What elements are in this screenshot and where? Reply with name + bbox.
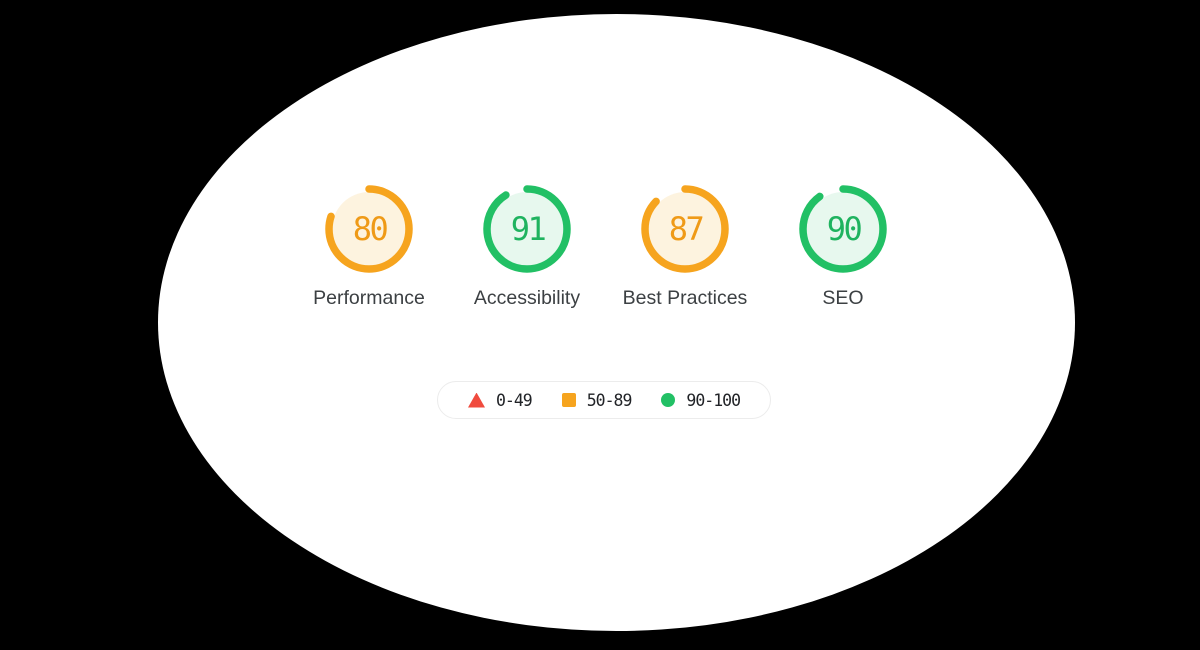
best-practices-gauge-dial: 87 — [641, 185, 729, 273]
score-value: 87 — [668, 210, 705, 248]
score-scale-legend: 0-49 50-89 90-100 — [437, 381, 772, 419]
legend-item-fail: 0-49 — [468, 390, 533, 410]
gauge-arc-svg — [641, 185, 729, 273]
gauge-label-accessibility: Accessibility — [473, 287, 581, 309]
seo-gauge-dial: 90 — [799, 185, 887, 273]
gauge-score-arc — [325, 185, 413, 273]
legend-label-pass: 90-100 — [686, 390, 741, 410]
gauge-fill-circle — [490, 192, 564, 266]
score-value: 80 — [352, 210, 389, 248]
legend-item-average: 50-89 — [561, 390, 633, 410]
average-range-square-icon — [561, 393, 576, 407]
legend-label-average: 50-89 — [586, 390, 633, 410]
legend-item-pass: 90-100 — [661, 390, 741, 410]
gauge-label-seo: SEO — [822, 287, 864, 309]
gauge-score-arc — [641, 185, 729, 273]
gauge-score-arc — [483, 185, 571, 273]
performance-gauge-dial: 80 — [325, 185, 413, 273]
score-gauges-row: 80 Performance 91 Accessibility 87 — [290, 185, 922, 310]
panel-ellipse — [158, 14, 1075, 631]
gauge-score-arc — [799, 185, 887, 273]
gauge-best-practices[interactable]: 87 Best Practices — [606, 185, 764, 310]
gauge-arc-svg — [799, 185, 887, 273]
gauge-fill-circle — [806, 192, 880, 266]
gauge-label-performance: Performance — [313, 287, 425, 309]
gauge-fill-circle — [332, 192, 406, 266]
accessibility-gauge-dial: 91 — [483, 185, 571, 273]
gauge-fill-circle — [648, 192, 722, 266]
gauge-label-best-practices: Best Practices — [622, 287, 748, 309]
pass-range-circle-icon — [661, 393, 676, 407]
fail-range-triangle-icon — [468, 392, 485, 408]
gauge-performance[interactable]: 80 Performance — [290, 185, 448, 310]
score-value: 91 — [510, 210, 547, 248]
gauge-arc-svg — [325, 185, 413, 273]
legend-label-fail: 0-49 — [496, 390, 533, 410]
gauge-accessibility[interactable]: 91 Accessibility — [448, 185, 606, 310]
score-value: 90 — [826, 210, 863, 248]
gauge-seo[interactable]: 90 SEO — [764, 185, 922, 310]
gauge-arc-svg — [483, 185, 571, 273]
